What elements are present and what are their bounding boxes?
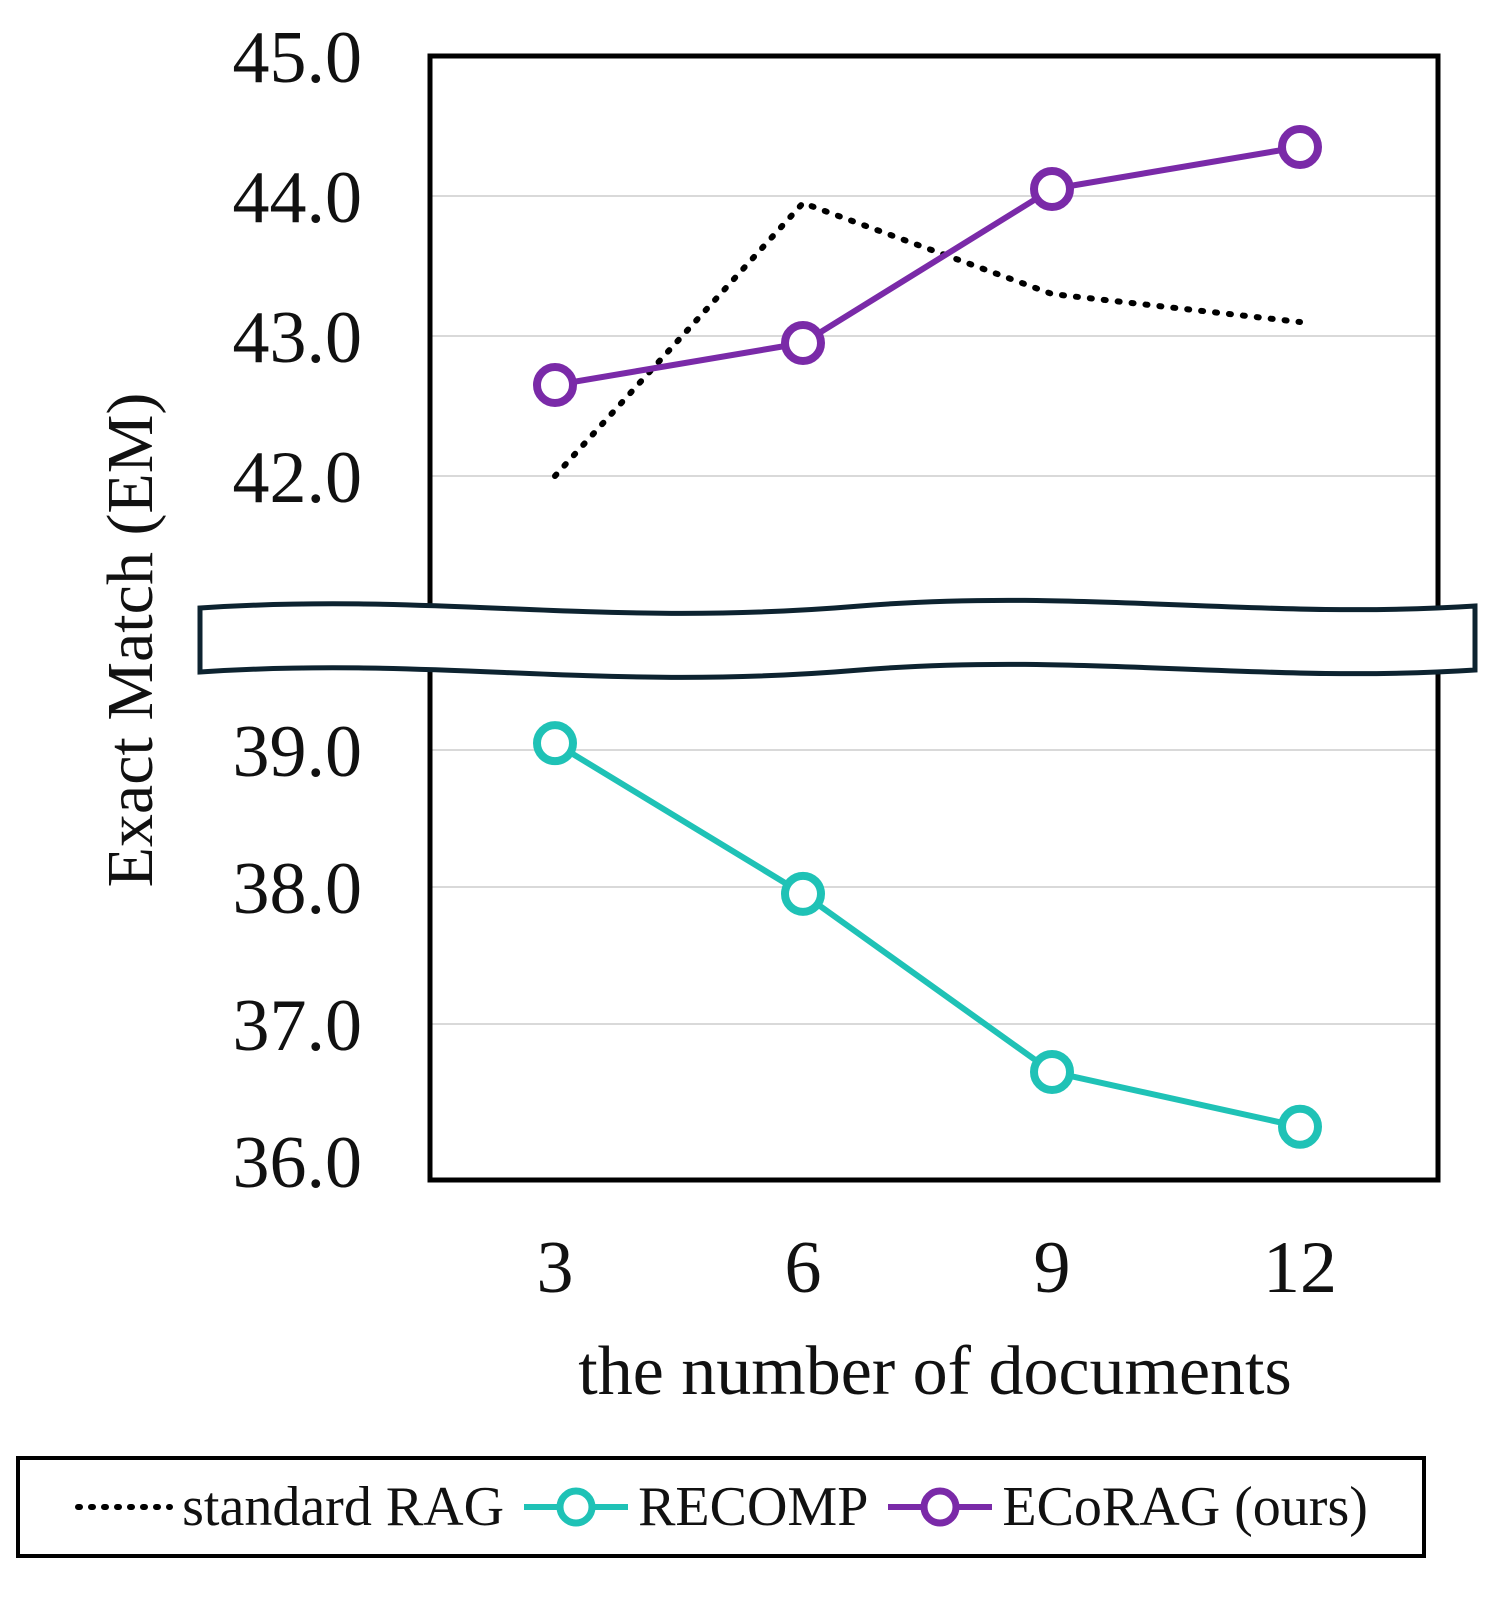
x-tick-label: 6 (785, 1227, 822, 1309)
y-axis-label: Exact Match (EM) (94, 393, 167, 888)
series-standard-rag (552, 200, 1303, 479)
legend-label-ecorag: ECoRAG (ours) (1002, 1476, 1368, 1538)
legend-purple-circle-line-icon (888, 1487, 993, 1527)
x-axis-label: the number of documents (578, 1333, 1291, 1410)
legend-teal-circle-line-icon (524, 1487, 629, 1527)
y-tick-label: 38.0 (233, 848, 363, 930)
gridlines (430, 195, 1438, 1025)
series-recomp (533, 721, 1322, 1149)
y-tick-label: 44.0 (233, 157, 363, 239)
series-line-standard-rag (552, 200, 1303, 479)
legend-label-recomp: RECOMP (638, 1476, 869, 1538)
series-ecorag-ours (533, 125, 1322, 407)
legend-label-standard-rag: standard RAG (182, 1476, 505, 1538)
y-tick-label: 36.0 (233, 1122, 363, 1204)
legend-item-standard-rag: standard RAG (74, 1475, 504, 1539)
legend-dotted-line-icon (75, 1504, 174, 1510)
series-layer (533, 125, 1322, 1149)
data-point-recomp (781, 871, 825, 916)
data-point-ecorag-ours (1278, 125, 1322, 169)
legend-item-recomp: RECOMP (522, 1475, 868, 1539)
y-tick-label: 42.0 (233, 437, 363, 519)
x-tick-label: 9 (1034, 1227, 1071, 1309)
axis-break (197, 597, 1478, 680)
x-tick-labels: 3 6 9 12 (537, 1227, 1338, 1309)
x-tick-label: 12 (1263, 1227, 1337, 1309)
y-tick-label: 37.0 (233, 985, 363, 1067)
series-line-recomp (553, 740, 1301, 1130)
y-tick-label: 43.0 (233, 297, 363, 379)
legend-item-ecorag: ECoRAG (ours) (886, 1475, 1368, 1539)
y-tick-label: 39.0 (233, 711, 363, 793)
data-point-recomp (533, 721, 577, 766)
axis-break-band (197, 597, 1478, 680)
legend: standard RAG RECOMP ECoRAG (ours) (16, 1456, 1426, 1558)
x-tick-label: 3 (537, 1227, 574, 1309)
series-line-ecorag-ours (554, 144, 1301, 388)
y-tick-label: 45.0 (233, 17, 363, 99)
y-tick-labels: 45.0 44.0 43.0 42.0 39.0 38.0 37.0 36.0 (233, 17, 363, 1204)
data-point-ecorag-ours (533, 363, 577, 407)
data-point-recomp (1030, 1049, 1074, 1094)
data-point-recomp (1278, 1104, 1322, 1149)
data-point-ecorag-ours (781, 321, 825, 365)
data-point-ecorag-ours (1030, 167, 1074, 211)
